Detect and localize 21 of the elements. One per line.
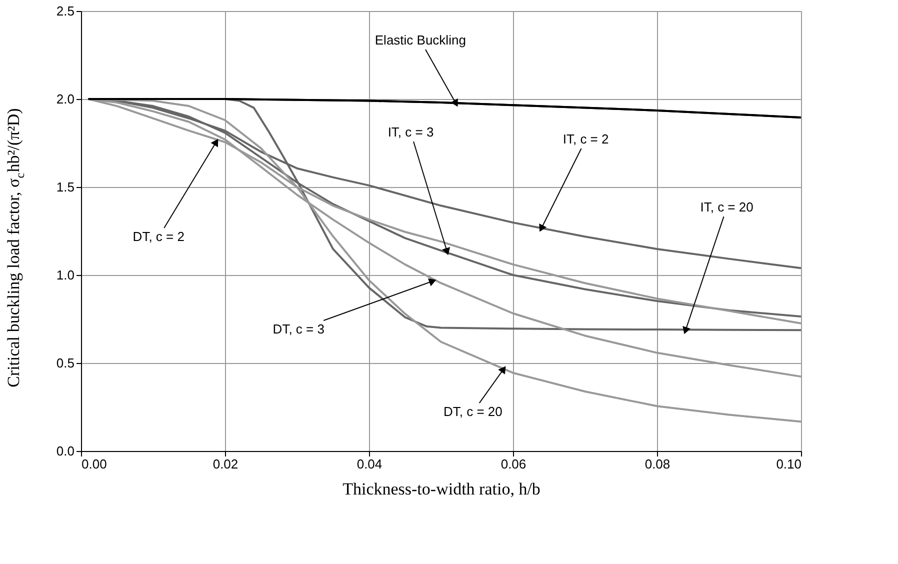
y-tick-label: 1.0 xyxy=(56,268,74,282)
y-tick-label: 0.0 xyxy=(56,444,74,458)
annotation: DT, c = 3 xyxy=(272,322,324,337)
x-tick-label: 0.10 xyxy=(776,456,802,472)
annotation: IT, c = 2 xyxy=(562,131,609,146)
y-tick-label: 2.0 xyxy=(56,92,74,106)
y-tick-label: 0.5 xyxy=(56,356,74,370)
x-axis-title: Thickness-to-width ratio, h/b xyxy=(342,480,540,498)
y-axis-title: Critical buckling load factor, σchb²/(π²D) xyxy=(4,108,27,388)
x-tick-label: 0.06 xyxy=(500,456,526,472)
x-tick-label: 0.04 xyxy=(356,456,382,472)
annotation: Elastic Buckling xyxy=(374,32,466,48)
annotation: DT, c = 2 xyxy=(132,229,184,244)
x-tick-label: 0.02 xyxy=(212,456,238,472)
x-tick-label: 0.00 xyxy=(82,456,107,472)
annotation: IT, c = 3 xyxy=(388,124,434,140)
y-tick-label: 1.5 xyxy=(56,180,74,194)
annotation: DT, c = 20 xyxy=(443,404,502,420)
y-tick-label: 2.5 xyxy=(56,4,74,18)
x-tick-label: 0.08 xyxy=(644,456,670,472)
annotation: IT, c = 20 xyxy=(700,200,754,215)
